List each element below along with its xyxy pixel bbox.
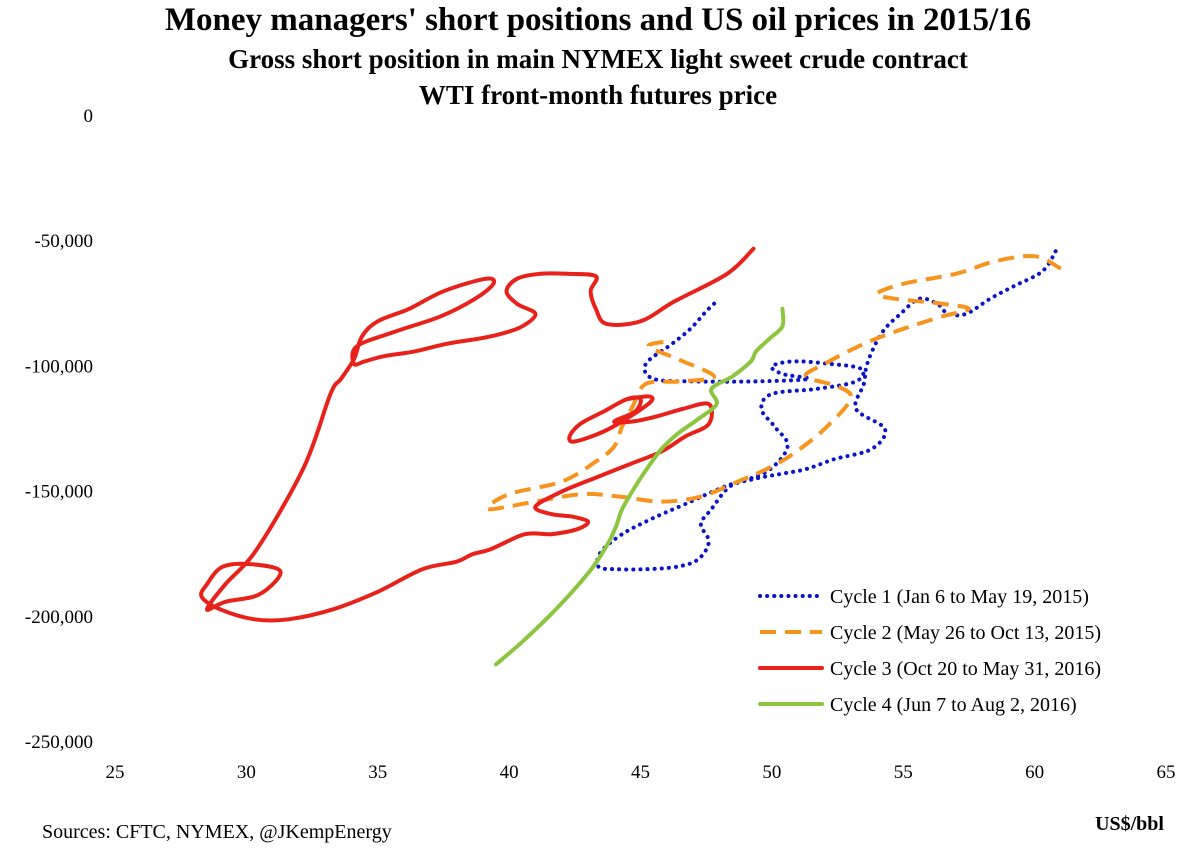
plot-area (199, 246, 1062, 667)
legend-label: Cycle 3 (Oct 20 to May 31, 2016) (830, 658, 1101, 680)
legend-label: Cycle 4 (Jun 7 to Aug 2, 2016) (830, 694, 1077, 716)
chart-subtitle-2: WTI front-month futures price (419, 80, 777, 110)
x-tick-label: 55 (894, 762, 913, 783)
y-tick-label: -200,000 (25, 607, 93, 628)
x-axis-label: US$/bbl (1095, 813, 1164, 835)
source-note: Sources: CFTC, NYMEX, @JKempEnergy (42, 821, 392, 843)
x-tick-label: 30 (237, 762, 256, 783)
x-tick-label: 65 (1157, 762, 1176, 783)
y-tick-label: -100,000 (25, 356, 93, 377)
x-tick-label: 35 (368, 762, 387, 783)
x-tick-label: 40 (500, 762, 519, 783)
y-tick-label: -50,000 (34, 231, 93, 252)
y-tick-label: -150,000 (25, 482, 93, 503)
legend-label: Cycle 1 (Jan 6 to May 19, 2015) (830, 586, 1089, 608)
x-axis-ticks: 25 30 35 40 45 50 55 60 65 (106, 762, 1176, 783)
legend-label: Cycle 2 (May 26 to Oct 13, 2015) (830, 622, 1101, 644)
x-tick-label: 50 (762, 762, 781, 783)
x-tick-label: 60 (1025, 762, 1044, 783)
y-tick-label: -250,000 (25, 732, 93, 753)
series-line-cycle-1 (595, 249, 1058, 572)
x-tick-label: 45 (631, 762, 650, 783)
chart-subtitle-1: Gross short position in main NYMEX light… (228, 44, 968, 74)
series-line-cycle-3 (199, 246, 756, 623)
y-axis-ticks: 0 -50,000 -100,000 -150,000 -200,000 -250,000 (25, 106, 93, 753)
y-tick-label: 0 (84, 106, 94, 127)
series-line-cycle-4 (494, 306, 786, 667)
legend: Cycle 1 (Jan 6 to May 19, 2015) Cycle 2 (… (758, 586, 1101, 716)
series-line-cycle-2 (485, 253, 1062, 512)
x-tick-label: 25 (106, 762, 125, 783)
chart-title: Money managers' short positions and US o… (165, 2, 1031, 38)
